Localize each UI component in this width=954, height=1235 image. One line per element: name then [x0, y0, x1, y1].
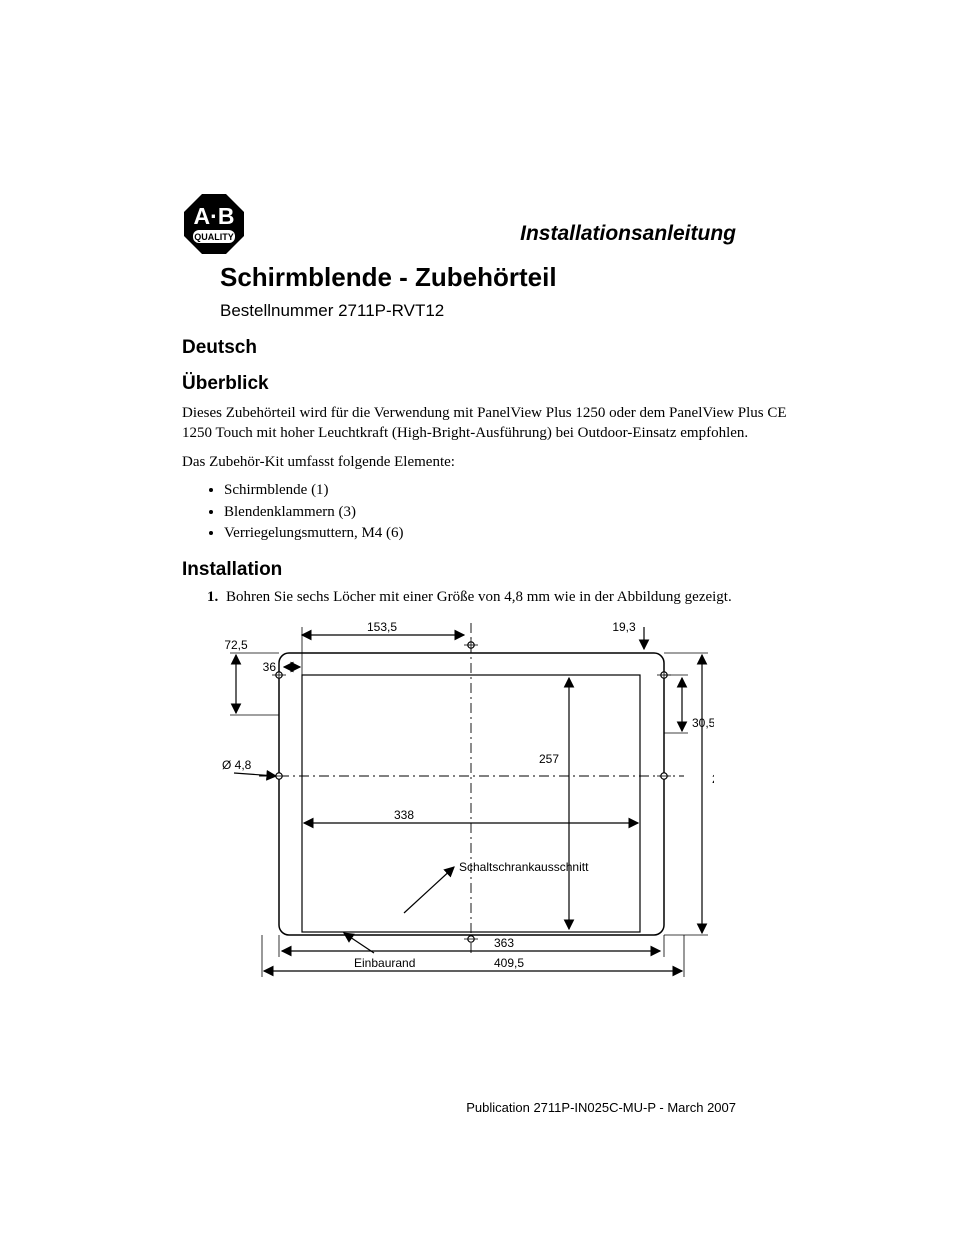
list-item: Verriegelungsmuttern, M4 (6) — [224, 523, 804, 545]
overview-paragraph-1: Dieses Zubehörteil wird für die Verwendu… — [182, 403, 804, 444]
bezel-outline — [279, 653, 664, 935]
dim-72-5: 72,5 — [224, 638, 248, 652]
document-type: Installationsanleitung — [520, 222, 736, 246]
page: A·B QUALITY Installationsanleitung Schir… — [0, 0, 954, 1235]
ab-quality-logo: A·B QUALITY — [182, 192, 246, 261]
overview-paragraph-2: Das Zubehör-Kit umfasst folgende Element… — [182, 452, 804, 472]
annotation-pointer — [404, 867, 454, 913]
dim-diameter: Ø 4,8 — [222, 758, 252, 772]
dim-257: 257 — [539, 752, 559, 766]
dim-409-5: 409,5 — [494, 956, 524, 970]
dim-30-5: 30,5 — [692, 716, 714, 730]
main-title: Schirmblende - Zubehörteil — [220, 262, 804, 293]
annotation-pointer — [344, 933, 374, 953]
drill-holes — [276, 642, 667, 942]
dim-338: 338 — [394, 808, 414, 822]
language-heading: Deutsch — [182, 337, 804, 359]
list-item: Schirmblende (1) — [224, 480, 804, 502]
kit-list: Schirmblende (1) Blendenklammern (3) Ver… — [224, 480, 804, 545]
drilling-diagram: 153,5 19,3 36 72,5 Ø 4,8 257 282 — [204, 613, 804, 988]
hole-crosshairs — [272, 638, 671, 939]
overview-heading: Überblick — [182, 373, 804, 395]
installation-heading: Installation — [182, 559, 804, 581]
publication-footer: Publication 2711P-IN025C-MU-P - March 20… — [466, 1100, 736, 1115]
dim-282: 282 — [712, 772, 714, 786]
dim-153-5: 153,5 — [367, 620, 397, 634]
bezel-label: Einbaurand — [354, 956, 415, 970]
install-steps: Bohren Sie sechs Löcher mit einer Größe … — [222, 587, 804, 607]
order-number: Bestellnummer 2711P-RVT12 — [220, 301, 804, 321]
list-item: Blendenklammern (3) — [224, 502, 804, 524]
logo-bottom-text: QUALITY — [194, 232, 234, 242]
cutout-label: Schaltschrankausschnitt — [459, 860, 589, 874]
dim-19-3: 19,3 — [612, 620, 636, 634]
dia-pointer — [234, 773, 276, 776]
dim-36: 36 — [263, 660, 277, 674]
logo-top-text: A·B — [194, 203, 235, 229]
step-1: Bohren Sie sechs Löcher mit einer Größe … — [222, 587, 804, 607]
dim-363: 363 — [494, 936, 514, 950]
